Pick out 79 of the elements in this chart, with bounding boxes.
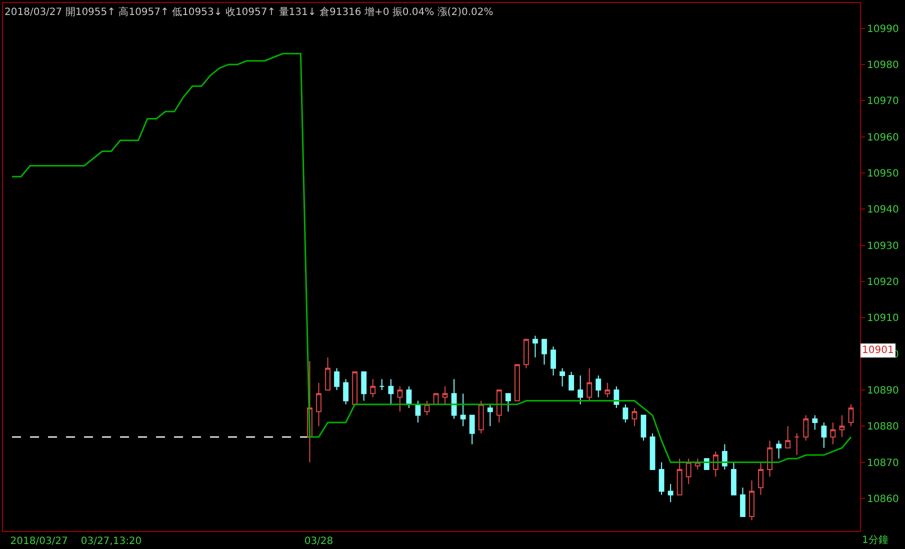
y-tick-label: 10950 <box>867 168 899 180</box>
candlestick <box>325 356 330 390</box>
candlestick <box>496 389 502 424</box>
candlestick <box>451 378 457 420</box>
y-tick-label: 10920 <box>867 276 899 288</box>
candlestick <box>415 400 421 424</box>
y-tick-label: 10890 <box>867 385 899 396</box>
candlestick <box>839 414 845 438</box>
candlestick <box>749 480 754 521</box>
candlestick <box>640 414 646 442</box>
candlestick <box>487 404 493 427</box>
x-axis-title: 1分鐘 <box>862 534 888 546</box>
candlestick <box>532 335 538 358</box>
candlestick <box>388 378 394 405</box>
candlestick <box>307 360 312 463</box>
candlestick <box>622 404 628 424</box>
y-tick-label: 10910 <box>867 313 899 324</box>
candlestick <box>560 368 566 387</box>
x-tick-label: 2018/03/27 <box>10 536 68 547</box>
candlestick <box>586 368 592 402</box>
candlestick <box>578 374 584 405</box>
candlestick <box>848 404 854 427</box>
candlestick <box>397 386 403 412</box>
y-tick-label: 10990 <box>867 24 899 35</box>
x-tick-label: 03/28 <box>304 536 334 547</box>
y-tick-label: 10870 <box>867 458 899 469</box>
candlestick <box>406 386 412 409</box>
y-tick-label: 10880 <box>867 422 899 433</box>
candlestick <box>776 440 782 460</box>
candlestick <box>550 346 556 376</box>
candlestick <box>352 371 358 405</box>
y-tick-label: 10930 <box>867 240 899 252</box>
y-tick-label: 10960 <box>867 132 899 144</box>
y-tick-label: 10860 <box>867 494 899 505</box>
candlestick <box>568 371 574 390</box>
candlestick <box>767 440 772 478</box>
candlestick <box>433 393 439 405</box>
candlestick <box>830 422 836 445</box>
candlestick <box>505 393 511 412</box>
candlestick <box>361 371 367 402</box>
candlestick <box>712 450 718 478</box>
candlestick <box>668 483 674 503</box>
candlestick <box>821 422 827 448</box>
candlestick <box>424 400 430 416</box>
candlestick <box>379 378 385 390</box>
candlestick <box>460 393 466 427</box>
candlestick <box>694 458 700 470</box>
candlestick <box>316 382 322 427</box>
candlestick <box>370 378 376 398</box>
line-series <box>11 52 852 464</box>
candlestick <box>812 414 818 430</box>
candlestick <box>614 386 620 409</box>
candlestick <box>334 368 340 390</box>
candlestick <box>632 408 638 427</box>
chart-title: 2018/03/27 開10955↑ 高10957↑ 低10953↓ 收10957↑ 量131↓ 倉91316 增+0 振0.04% 漲(2)0.02% <box>4 6 494 18</box>
candlestick <box>785 426 791 448</box>
candlestick <box>686 458 692 484</box>
candlestick <box>803 414 809 442</box>
candlestick <box>343 378 349 405</box>
x-tick-label: 03/27,13:20 <box>80 536 142 547</box>
candlestick <box>731 462 736 496</box>
candlestick <box>542 338 547 366</box>
candlestick <box>478 400 484 434</box>
candlestick <box>514 364 520 402</box>
candlestick <box>676 458 682 496</box>
candlestick <box>442 386 448 405</box>
y-tick-label: 10970 <box>867 96 899 108</box>
candlestick <box>758 462 764 496</box>
candlestick <box>604 382 610 398</box>
y-tick-label: 10980 <box>867 60 899 71</box>
candlestick <box>650 432 656 470</box>
candlestick <box>722 444 728 470</box>
candlestick <box>740 487 746 518</box>
y-tick-label: 10940 <box>867 204 899 216</box>
candlestick <box>524 338 529 369</box>
candlestick <box>596 374 602 398</box>
candlestick <box>794 432 800 456</box>
candlestick <box>469 414 475 445</box>
candlestick <box>658 462 664 496</box>
